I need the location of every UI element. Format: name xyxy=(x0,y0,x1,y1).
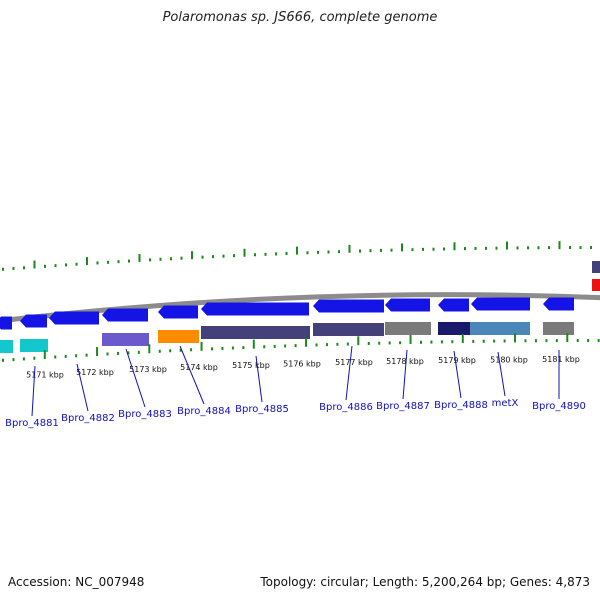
gene-label[interactable]: Bpro_4883 xyxy=(118,409,172,420)
gene-label[interactable]: Bpro_4886 xyxy=(319,402,373,413)
gene-label-leader xyxy=(345,345,353,401)
gene-arrow xyxy=(0,316,12,330)
gene-label[interactable]: metX xyxy=(492,398,519,409)
gene-label-leader xyxy=(497,351,506,397)
kbp-label: 5173 kbp xyxy=(129,365,167,374)
kbp-label: 5180 kbp xyxy=(490,355,528,364)
cds-block xyxy=(201,326,310,339)
gene-arrow xyxy=(49,311,99,325)
map-title: Polaromonas sp. JS666, complete genome xyxy=(162,10,438,25)
cds-block xyxy=(385,322,431,335)
kbp-label: 5176 kbp xyxy=(283,359,321,368)
cds-block xyxy=(20,339,48,352)
gene-label-leader xyxy=(453,350,462,399)
gene-label-leader xyxy=(125,348,146,408)
genome-summary: Topology: circular; Length: 5,200,264 bp… xyxy=(260,575,590,589)
gene-label[interactable]: Bpro_4890 xyxy=(532,401,586,412)
gene-arrow xyxy=(102,308,148,322)
gene-label[interactable]: Bpro_4881 xyxy=(5,418,59,429)
side-marker-block xyxy=(592,279,600,291)
inner-tick-ring xyxy=(2,333,600,362)
kbp-label: 5178 kbp xyxy=(386,357,424,366)
gene-arrow xyxy=(158,305,198,319)
gene-arrow xyxy=(313,299,384,313)
gene-arrow xyxy=(20,314,47,328)
side-marker-block xyxy=(592,261,600,273)
cds-block xyxy=(438,322,470,335)
cds-track xyxy=(0,322,574,353)
gene-arrow xyxy=(438,298,469,312)
cds-block xyxy=(470,322,530,335)
cds-block xyxy=(313,323,384,336)
kbp-label: 5174 kbp xyxy=(180,363,218,372)
gene-arrow xyxy=(201,302,309,316)
cds-block xyxy=(543,322,574,335)
gene-arrow xyxy=(543,297,574,311)
kbp-label: 5179 kbp xyxy=(438,356,476,365)
cds-block xyxy=(158,330,199,343)
gene-label[interactable]: Bpro_4885 xyxy=(235,404,289,415)
forward-genes-track xyxy=(0,297,574,330)
kbp-label: 5175 kbp xyxy=(232,361,270,370)
gene-label[interactable]: Bpro_4882 xyxy=(61,413,115,424)
accession-label: Accession: NC_007948 xyxy=(8,575,145,589)
cds-block xyxy=(0,340,13,353)
gene-label-leader xyxy=(402,349,408,400)
gene-label[interactable]: Bpro_4884 xyxy=(177,406,231,417)
kbp-label: 5172 kbp xyxy=(76,368,114,377)
gene-label-leader xyxy=(31,365,36,417)
cds-block xyxy=(102,333,149,346)
gene-labels: Bpro_4881 Bpro_4882 Bpro_4883 Bpro_4884 Bpro… xyxy=(5,345,586,429)
outer-tick-ring xyxy=(2,241,592,271)
kbp-label: 5171 kbp xyxy=(26,370,64,379)
gene-label[interactable]: Bpro_4887 xyxy=(376,401,430,412)
gene-label-leader xyxy=(255,355,263,403)
gene-arrow xyxy=(471,297,530,311)
gene-arrow xyxy=(385,298,430,312)
gene-label-leader xyxy=(76,363,89,412)
kbp-label: 5177 kbp xyxy=(335,358,373,367)
side-markers xyxy=(592,261,600,291)
gene-label-leader xyxy=(179,345,205,405)
kbp-label: 5181 kbp xyxy=(542,355,580,364)
kbp-scale: 5171 kbp 5172 kbp 5173 kbp 5174 kbp 5175 kbp… xyxy=(26,355,580,379)
gene-label[interactable]: Bpro_4888 xyxy=(434,400,488,411)
